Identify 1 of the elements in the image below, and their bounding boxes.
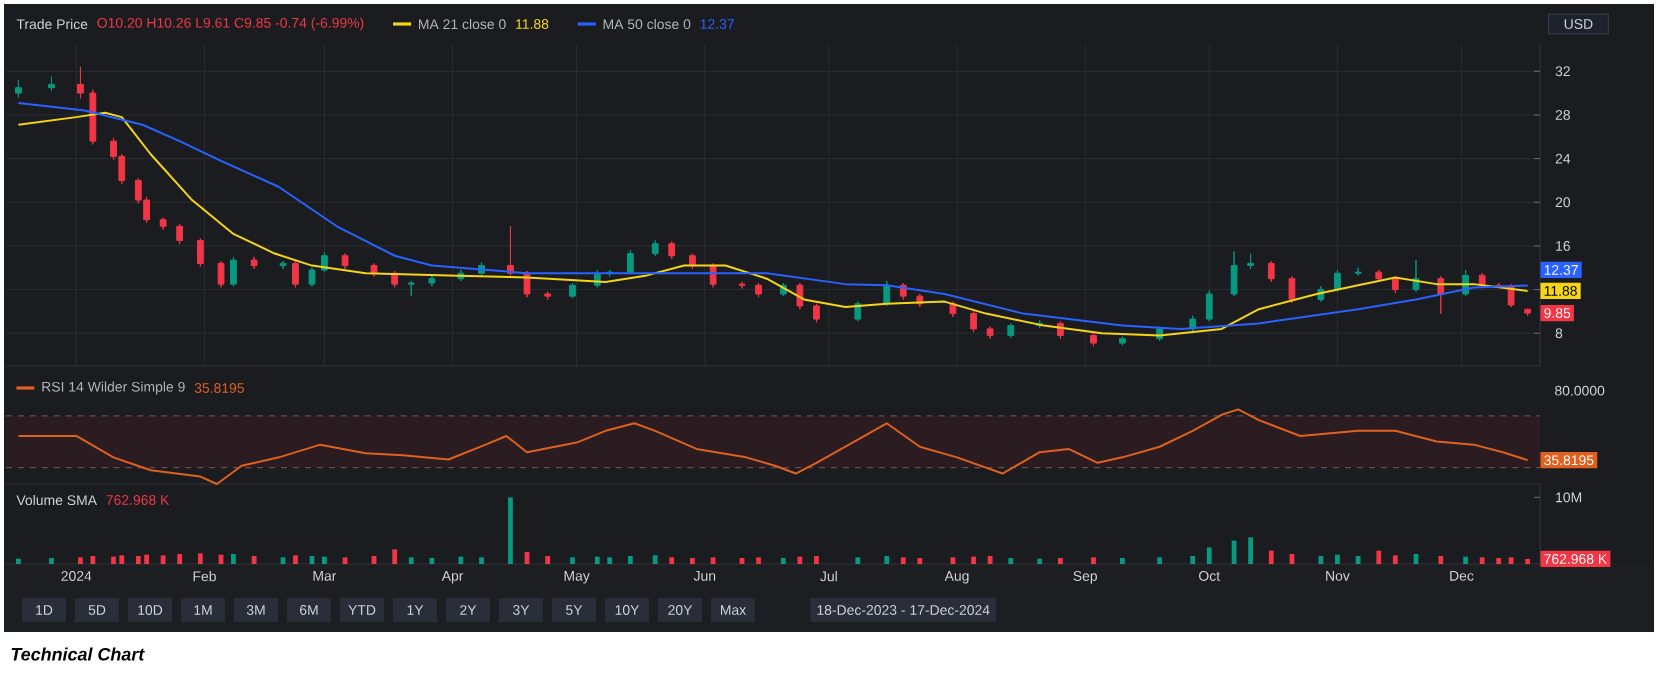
- text: Technical Chart: [11, 647, 145, 661]
